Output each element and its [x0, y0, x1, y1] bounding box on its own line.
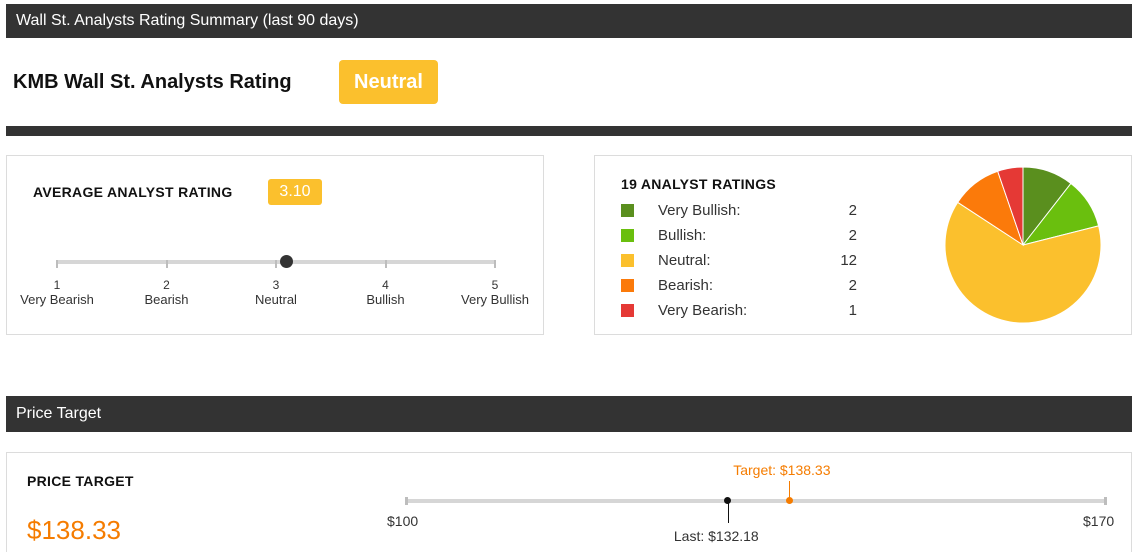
- legend-count: 2: [848, 201, 857, 219]
- last-price-marker: [724, 497, 732, 504]
- average-rating-title: AVERAGE ANALYST RATING: [33, 184, 233, 200]
- legend-label: Very Bearish:: [658, 301, 748, 319]
- legend-swatch: [621, 253, 634, 267]
- price-range-max-tick: [1104, 497, 1107, 505]
- rating-legend-row: Bearish: 2: [621, 275, 861, 295]
- rating-scale-label: Bearish: [144, 292, 189, 307]
- rating-legend-row: Neutral: 12: [621, 250, 861, 270]
- legend-label: Bearish:: [658, 276, 714, 294]
- legend-swatch: [621, 303, 634, 317]
- legend-swatch: [621, 228, 634, 242]
- section-divider: [6, 126, 1132, 136]
- rating-scale-number: 3: [272, 278, 280, 292]
- legend-label: Bullish:: [658, 226, 707, 244]
- price-range-min-label: $100: [387, 513, 419, 529]
- rating-scale-tick: [275, 260, 277, 268]
- last-price-label: Last: $132.18: [673, 528, 759, 544]
- rating-scale-label: Very Bearish: [20, 292, 94, 307]
- rating-title: KMB Wall St. Analysts Rating: [13, 71, 292, 93]
- rating-legend-row: Bullish: 2: [621, 225, 861, 245]
- target-price-marker: [785, 497, 793, 504]
- rating-scale-number: 1: [53, 278, 61, 292]
- legend-count: 2: [848, 276, 857, 294]
- price-target-value: $138.33: [27, 515, 121, 545]
- price-target-title: PRICE TARGET: [27, 473, 134, 489]
- price-range-track: [405, 499, 1107, 503]
- rating-legend-row: Very Bearish: 1: [621, 300, 861, 320]
- pie-slice: [997, 166, 1024, 246]
- price-target-header-text: Price Target: [16, 405, 102, 422]
- legend-label: Very Bullish:: [658, 201, 741, 219]
- rating-scale-number: 2: [163, 278, 170, 292]
- price-target-header: Price Target: [6, 396, 1132, 432]
- legend-swatch: [621, 203, 634, 217]
- legend-label: Neutral:: [658, 251, 711, 269]
- rating-scale-label: Neutral: [255, 292, 297, 307]
- price-target-panel: PRICE TARGET $138.33 $100 $170 Target: $…: [6, 452, 1132, 552]
- price-range-min-tick: [405, 497, 408, 505]
- rating-scale-marker: [280, 255, 294, 268]
- rating-scale-number: 5: [491, 278, 499, 292]
- rating-legend-row: Very Bullish: 2: [621, 200, 861, 220]
- rating-scale-tick: [384, 260, 387, 268]
- rating-summary-header-text: Wall St. Analysts Rating Summary (last 9…: [16, 12, 359, 29]
- last-price-stem: [727, 503, 729, 523]
- rating-scale-label: Very Bullish: [461, 292, 529, 307]
- analyst-ratings-title: 19 ANALYST RATINGS: [621, 176, 777, 192]
- rating-scale-tick: [56, 260, 58, 268]
- legend-count: 1: [848, 301, 857, 319]
- ratings-pie-chart: [944, 166, 1102, 324]
- pie-slice: [944, 201, 1102, 324]
- target-price-label: Target: $138.33: [733, 462, 831, 478]
- legend-count: 2: [848, 226, 857, 244]
- average-rating-badge: 3.10: [268, 179, 322, 205]
- rating-scale-tick: [165, 260, 168, 268]
- rating-scale-label: Bullish: [366, 292, 405, 307]
- rating-summary-header: Wall St. Analysts Rating Summary (last 9…: [6, 4, 1132, 38]
- rating-badge: Neutral: [339, 60, 438, 104]
- rating-scale-number: 4: [382, 278, 389, 292]
- legend-count: 12: [840, 251, 857, 269]
- rating-scale-tick: [494, 260, 496, 268]
- average-rating-panel: AVERAGE ANALYST RATING 3.10 1 Very Bearis…: [6, 155, 544, 335]
- target-price-stem: [789, 481, 791, 499]
- price-range-max-label: $170: [1083, 513, 1115, 529]
- legend-swatch: [621, 278, 634, 292]
